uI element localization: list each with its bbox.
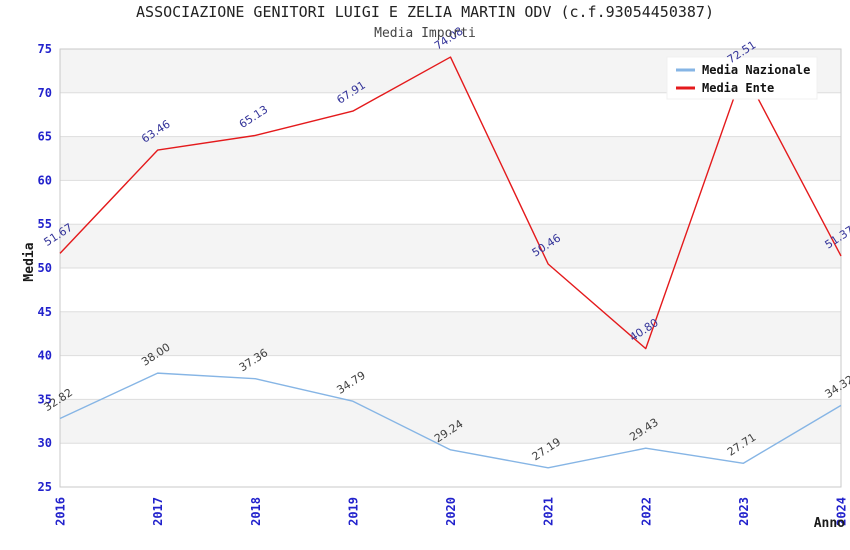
x-tick-label: 2020 <box>444 497 458 526</box>
y-tick-label: 60 <box>38 173 52 187</box>
y-axis-title: Media <box>22 242 37 281</box>
y-tick-label: 50 <box>38 261 52 275</box>
x-tick-label: 2023 <box>737 497 751 526</box>
x-tick-label: 2016 <box>54 497 68 526</box>
y-tick-label: 65 <box>38 130 52 144</box>
point-label-media-ente: 65.13 <box>237 103 270 131</box>
plot-border <box>59 48 842 488</box>
plot-area: 25 30 35 40 45 50 55 60 65 70 75 2016 2017 2018 2019 20… <box>38 42 849 526</box>
x-tick-label: 2022 <box>639 497 653 526</box>
point-label-media-nazionale: 34.79 <box>334 369 367 397</box>
y-tick-label: 70 <box>38 86 52 100</box>
y-tick-label: 25 <box>38 480 52 494</box>
legend: Media Nazionale Media Ente <box>666 56 818 100</box>
chart-subtitle: Media Importi <box>374 26 476 41</box>
x-tick-label: 2021 <box>542 497 556 526</box>
series-line-media-nazionale <box>59 372 842 469</box>
plot-band <box>60 311 841 356</box>
legend-label-media-nazionale: Media Nazionale <box>702 63 810 77</box>
x-tick-label: 2019 <box>346 497 360 526</box>
x-tick-label: 2017 <box>151 497 165 526</box>
y-tick-label: 35 <box>38 392 52 406</box>
x-tick-label: 2024 <box>835 497 849 526</box>
point-label-media-nazionale: 34.32 <box>823 373 850 401</box>
chart-title: ASSOCIAZIONE GENITORI LUIGI E ZELIA MART… <box>136 3 714 21</box>
y-tick-label: 40 <box>38 349 52 363</box>
plot-band <box>60 399 841 444</box>
legend-box <box>666 56 818 100</box>
y-tick-label: 75 <box>38 42 52 56</box>
plot-band <box>60 224 841 268</box>
x-axis-title: Anno <box>814 516 845 531</box>
y-tick-label: 55 <box>38 217 52 231</box>
legend-label-media-ente: Media Ente <box>702 81 774 95</box>
plot-band <box>60 136 841 181</box>
x-tick-label: 2018 <box>249 497 263 526</box>
y-tick-label: 45 <box>38 305 52 319</box>
series-line-media-ente <box>59 56 842 350</box>
y-tick-label: 30 <box>38 436 52 450</box>
